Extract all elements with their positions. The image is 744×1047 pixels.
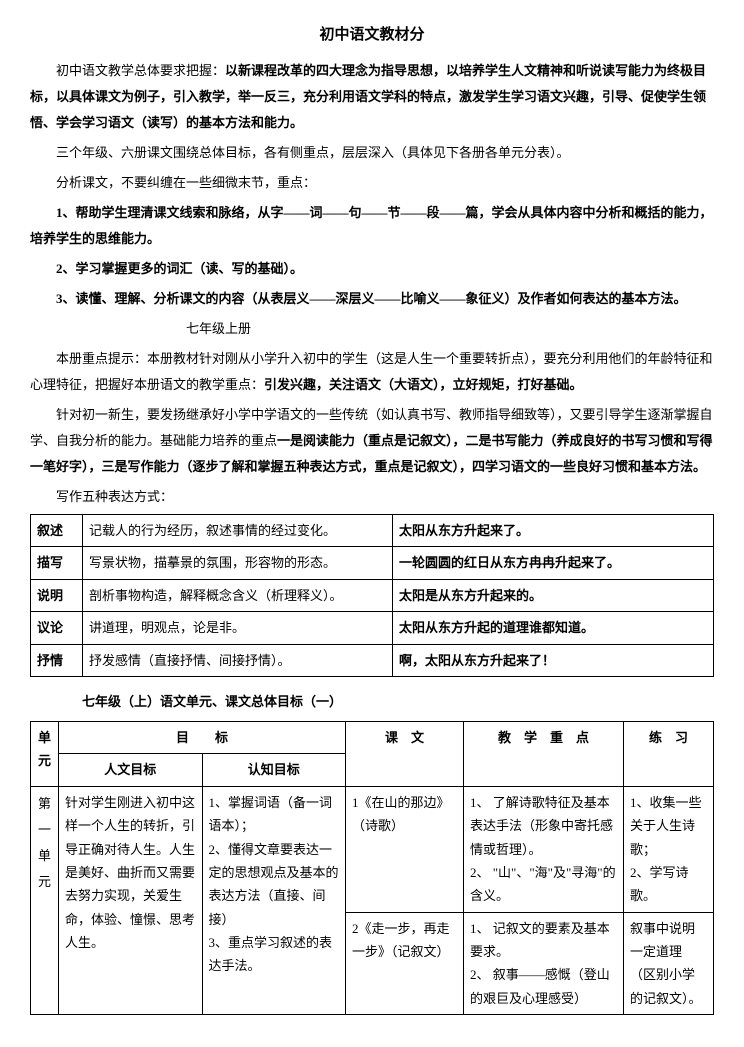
para-4: 1、帮助学生理清课文线索和脉络，从字——词——句——节——段——篇，学会从具体内… <box>30 200 714 252</box>
mode-desc: 记载人的行为经历，叙述事情的经过变化。 <box>83 515 393 547</box>
mode-desc: 讲道理，明观点，论是非。 <box>83 612 393 644</box>
t2-row-1: 第一单元 针对学生刚进入初中这样一个人生的转折，引导正确对待人生。人生是美好、曲… <box>31 786 714 912</box>
humanities-goal: 针对学生刚进入初中这样一个人生的转折，引导正确对待人生。人生是美好、曲折而又需要… <box>59 786 203 1015</box>
lesson-1-practice: 1、收集一些关于人生诗歌；2、学写诗歌。 <box>624 786 714 912</box>
unit-label: 第一单元 <box>31 786 59 1015</box>
p1-lead: 初中语文教学总体要求把握： <box>56 63 225 78</box>
para-7: 本册重点提示：本册教材针对刚从小学升入初中的学生（这是人生一个重要转折点），要充… <box>30 346 714 398</box>
cognitive-goal: 1、掌握词语（备一词语本）；2、懂得文章要表达一定的思想观点及基本的表达方法（直… <box>202 786 346 1015</box>
table-row: 叙述记载人的行为经历，叙述事情的经过变化。太阳从东方升起来了。 <box>31 515 714 547</box>
mode-name: 叙述 <box>31 515 83 547</box>
page-title: 初中语文教材分 <box>30 20 714 50</box>
mode-name: 描写 <box>31 547 83 579</box>
mode-example: 太阳从东方升起来了。 <box>393 515 714 547</box>
hdr-unit: 单元 <box>31 721 59 786</box>
section-title-2: 七年级（上）语文单元、课文总体目标（一） <box>30 689 714 715</box>
mode-example: 一轮圆圆的红日从东方冉冉升起来了。 <box>393 547 714 579</box>
hdr-cog: 认知目标 <box>202 754 346 786</box>
para-8: 针对初一新生，要发扬继承好小学中学语文的一些传统（如认真书写、教师指导细致等），… <box>30 402 714 480</box>
para-9: 写作五种表达方式： <box>30 484 714 510</box>
table-row: 抒情抒发感情（直接抒情、间接抒情）。啊，太阳从东方升起来了！ <box>31 644 714 676</box>
table-row: 描写写景状物，描摹景的氛围，形容物的形态。一轮圆圆的红日从东方冉冉升起来了。 <box>31 547 714 579</box>
para-2: 三个年级、六册课文围绕总体目标，各有侧重点，层层深入（具体见下各册各单元分表）。 <box>30 140 714 166</box>
hdr-hum: 人文目标 <box>59 754 203 786</box>
lesson-1-focus: 1、 了解诗歌特征及基本表达手法（形象中寄托感情或哲理）。2、 "山"、"海"及… <box>464 786 624 912</box>
lesson-2-practice: 叙事中说明一定道理（区别小学的记叙文）。 <box>624 912 714 1015</box>
mode-desc: 剖析事物构造，解释概念含义（析理释义）。 <box>83 579 393 611</box>
unit-goals-table: 单元 目 标 课 文 教 学 重 点 练 习 人文目标 认知目标 第一单元 针对… <box>30 721 714 1015</box>
expression-modes-table: 叙述记载人的行为经历，叙述事情的经过变化。太阳从东方升起来了。描写写景状物，描摹… <box>30 514 714 677</box>
mode-example: 太阳从东方升起的道理谁都知道。 <box>393 612 714 644</box>
table-row: 议论讲道理，明观点，论是非。太阳从东方升起的道理谁都知道。 <box>31 612 714 644</box>
mode-desc: 写景状物，描摹景的氛围，形容物的形态。 <box>83 547 393 579</box>
lesson-2-focus: 1、 记叙文的要素及基本要求。2、 叙事——感慨（登山的艰巨及心理感受） <box>464 912 624 1015</box>
mode-example: 啊，太阳从东方升起来了！ <box>393 644 714 676</box>
hdr-focus: 教 学 重 点 <box>464 721 624 786</box>
lesson-2-text: 2《走一步，再走一步》（记叙文） <box>346 912 464 1015</box>
p7-bold: 引发兴趣，关注语文（大语文），立好规矩，打好基础。 <box>264 377 583 392</box>
lesson-1-text: 1《在山的那边》（诗歌） <box>346 786 464 912</box>
hdr-text: 课 文 <box>346 721 464 786</box>
mode-name: 议论 <box>31 612 83 644</box>
mode-name: 说明 <box>31 579 83 611</box>
para-6: 3、读懂、理解、分析课文的内容（从表层义——深层义——比喻义——象征义）及作者如… <box>30 286 714 312</box>
para-5: 2、学习掌握更多的词汇（读、写的基础）。 <box>30 256 714 282</box>
mode-name: 抒情 <box>31 644 83 676</box>
t2-header-row-1: 单元 目 标 课 文 教 学 重 点 练 习 <box>31 721 714 753</box>
hdr-prac: 练 习 <box>624 721 714 786</box>
hdr-goal: 目 标 <box>59 721 346 753</box>
para-1: 初中语文教学总体要求把握：以新课程改革的四大理念为指导思想，以培养学生人文精神和… <box>30 58 714 136</box>
para-3: 分析课文，不要纠缠在一些细微末节，重点： <box>30 170 714 196</box>
table-row: 说明剖析事物构造，解释概念含义（析理释义）。太阳是从东方升起来的。 <box>31 579 714 611</box>
mode-desc: 抒发感情（直接抒情、间接抒情）。 <box>83 644 393 676</box>
mode-example: 太阳是从东方升起来的。 <box>393 579 714 611</box>
subtitle-grade7: 七年级上册 <box>30 316 714 342</box>
